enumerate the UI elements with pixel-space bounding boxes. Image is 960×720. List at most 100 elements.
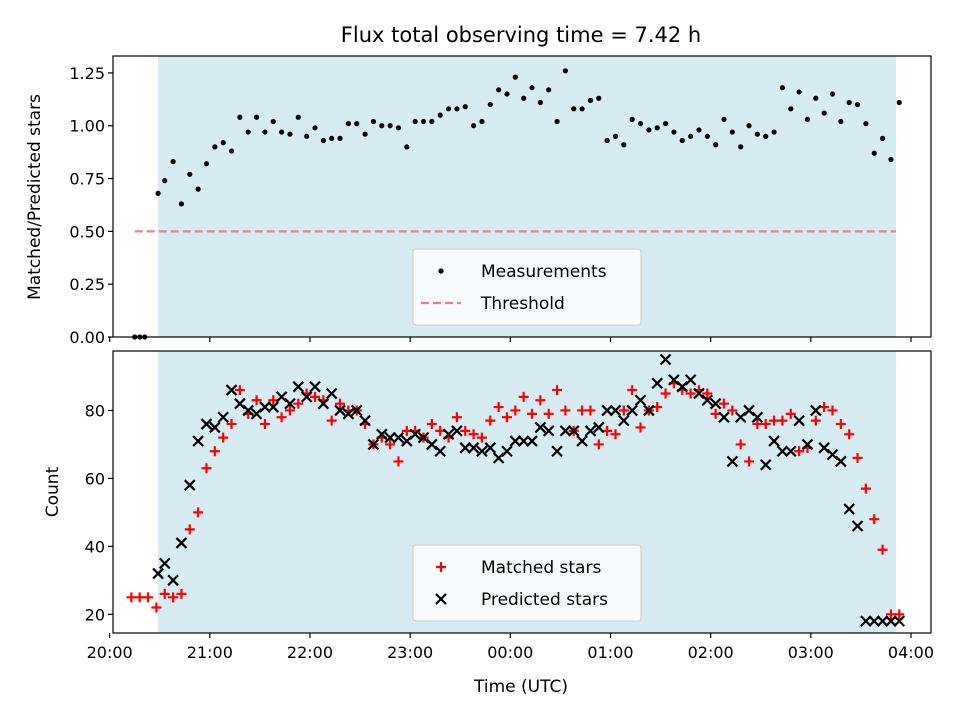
predicted-star-point xyxy=(593,421,605,434)
matched-star-point xyxy=(577,405,588,416)
measurement-point xyxy=(763,133,769,139)
predicted-star-point xyxy=(384,431,396,444)
matched-star-point xyxy=(401,425,412,436)
matched-star-point xyxy=(835,419,846,430)
measurement-point xyxy=(796,89,802,95)
measurement-point xyxy=(337,135,343,141)
measurement-point xyxy=(237,114,243,120)
matched-star-point xyxy=(718,398,729,409)
matched-star-point xyxy=(602,425,613,436)
predicted-star-point xyxy=(342,408,355,420)
predicted-star-point xyxy=(209,421,221,434)
matched-star-point xyxy=(794,446,805,457)
matched-star-point xyxy=(385,439,396,450)
predicted-star-point xyxy=(851,520,864,532)
predicted-star-point xyxy=(860,615,872,627)
matched-star-point xyxy=(627,385,638,396)
measurement-point xyxy=(804,116,811,122)
predicted-star-point xyxy=(868,615,881,627)
predicted-star-point xyxy=(152,567,164,580)
measurement-point xyxy=(871,150,877,156)
predicted-star-point xyxy=(501,445,513,458)
measurement-point xyxy=(295,114,301,120)
measurement-point xyxy=(512,74,518,80)
predicted-star-point xyxy=(618,414,630,427)
x-axis-label: Time (UTC) xyxy=(473,677,568,697)
measurement-point xyxy=(662,121,669,127)
matched-star-point xyxy=(293,398,304,409)
legend-label: Predicted stars xyxy=(481,590,608,610)
measurement-point xyxy=(562,68,569,74)
y-tick-label: 20 xyxy=(85,605,105,624)
matched-star-point xyxy=(184,524,195,535)
predicted-star-point xyxy=(359,414,371,427)
legend: Measurements Threshold xyxy=(412,248,642,326)
predicted-star-point xyxy=(334,404,346,417)
measurement-point xyxy=(279,129,285,135)
y-tick-label: 0.00 xyxy=(69,328,105,347)
measurement-point xyxy=(704,133,710,139)
matched-star-point xyxy=(159,588,170,599)
top-y-axis-label: Matched/Predicted stars xyxy=(25,94,45,300)
matched-star-point xyxy=(827,405,838,416)
measurement-point xyxy=(420,118,427,125)
predicted-star-point xyxy=(300,391,313,403)
predicted-star-point xyxy=(158,557,171,570)
measurement-point xyxy=(521,95,527,101)
measurement-point xyxy=(788,106,794,112)
predicted-star-point xyxy=(551,445,563,458)
measurement-point xyxy=(155,190,161,196)
measurement-point xyxy=(329,135,335,141)
series-matched-stars xyxy=(126,378,905,620)
matched-star-point xyxy=(777,415,788,426)
y-tick-label: 1.25 xyxy=(69,64,105,83)
measurement-point xyxy=(412,118,418,125)
matched-star-point xyxy=(877,544,888,555)
measurement-point xyxy=(228,148,235,154)
predicted-star-point xyxy=(576,435,588,447)
predicted-star-point xyxy=(768,435,780,447)
matched-star-point xyxy=(309,391,320,402)
legend-marker xyxy=(436,562,446,572)
measurement-point xyxy=(771,129,777,135)
matched-star-point xyxy=(710,408,721,419)
y-tick-label: 0.75 xyxy=(69,170,105,189)
matched-star-point xyxy=(268,395,279,406)
predicted-star-point xyxy=(776,445,789,458)
matched-star-point xyxy=(226,419,237,430)
series-measurements xyxy=(132,68,902,340)
predicted-star-point xyxy=(526,435,538,447)
measurement-point xyxy=(287,131,293,137)
matched-star-point xyxy=(860,483,871,494)
measurement-point xyxy=(304,133,310,139)
predicted-star-point xyxy=(751,411,764,424)
predicted-star-point xyxy=(559,425,572,437)
matched-star-point xyxy=(176,588,187,599)
matched-star-point xyxy=(527,408,538,419)
predicted-star-point xyxy=(534,421,547,434)
matched-star-point xyxy=(585,405,596,416)
predicted-star-point xyxy=(167,574,179,587)
matched-star-point xyxy=(460,425,471,436)
predicted-star-point xyxy=(659,353,672,366)
matched-star-point xyxy=(702,388,713,399)
matched-star-point xyxy=(552,385,563,396)
predicted-star-point xyxy=(584,425,597,437)
predicted-star-point xyxy=(517,435,530,447)
measurement-point xyxy=(696,127,702,133)
axes-frame xyxy=(112,55,932,338)
measurement-point xyxy=(178,201,185,207)
measurement-point xyxy=(445,106,452,112)
measurement-point xyxy=(604,137,610,144)
predicted-star-point xyxy=(634,394,647,407)
measurement-point xyxy=(470,123,477,129)
matched-star-point xyxy=(869,514,880,525)
matched-star-point xyxy=(326,415,337,426)
legend-label: Matched stars xyxy=(481,558,601,578)
predicted-star-point xyxy=(217,411,229,424)
predicted-star-point xyxy=(759,459,772,471)
measurement-point xyxy=(504,91,510,97)
matched-star-point xyxy=(660,388,671,399)
measurement-point xyxy=(612,133,619,139)
measurement-point xyxy=(729,129,735,135)
